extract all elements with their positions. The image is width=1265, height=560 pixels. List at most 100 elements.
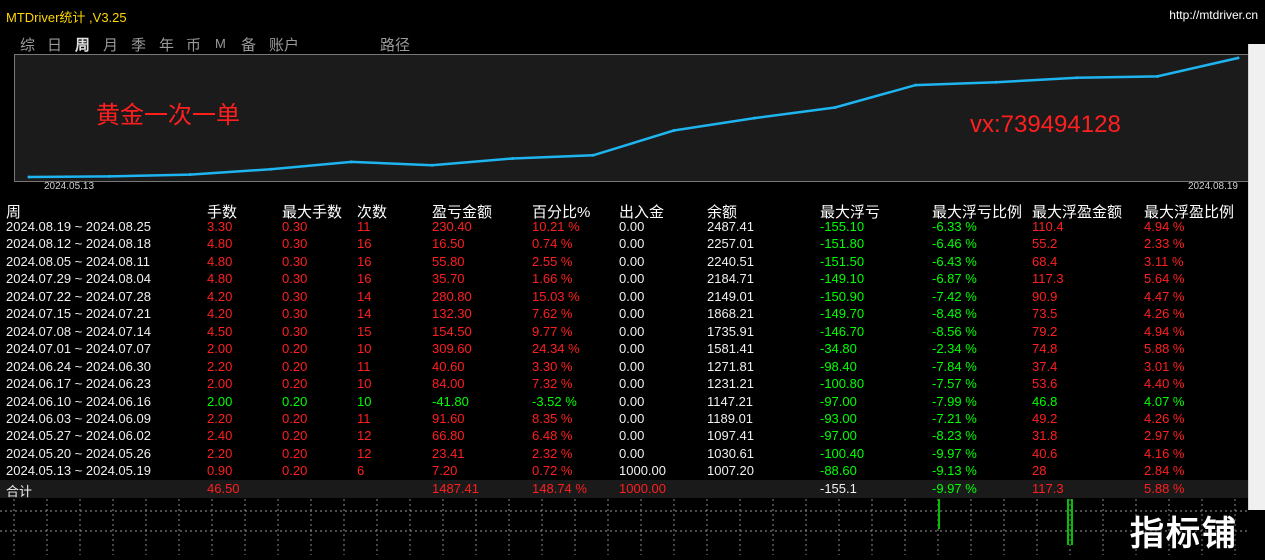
cell-io: 1000.00 <box>619 463 666 479</box>
cell-max-fp: 37.4 <box>1032 358 1058 374</box>
cell-max-lots: 0.20 <box>282 341 308 357</box>
cell-dd-pct: -8.56 % <box>932 323 977 339</box>
table-row[interactable]: 2024.07.08 ~ 2024.07.14 4.50 0.30 15 154.50 9… <box>0 323 1248 341</box>
cell-count: 15 <box>357 323 372 339</box>
cell-week: 2024.08.12 ~ 2024.08.18 <box>6 236 151 252</box>
cell-balance: 2149.01 <box>707 288 754 304</box>
chart-annotation-right: vx:739494128 <box>970 111 1121 138</box>
cell-max-lots: 0.30 <box>282 288 308 304</box>
table-row[interactable]: 2024.05.27 ~ 2024.06.02 2.40 0.20 12 66.80 6.… <box>0 427 1248 445</box>
cell-pl: -41.80 <box>432 393 469 409</box>
cell-count: 10 <box>357 393 372 409</box>
cell-max-lots: 0.20 <box>282 376 308 392</box>
table-row[interactable]: 2024.07.15 ~ 2024.07.21 4.20 0.30 14 132.30 7… <box>0 305 1248 323</box>
cell-max-lots: 0.30 <box>282 271 308 287</box>
cell-max-dd: -88.60 <box>820 463 857 479</box>
column-header[interactable]: 盈亏金额 <box>432 204 493 221</box>
cell-lots: 4.50 <box>207 323 233 339</box>
column-header[interactable]: 最大浮亏比例 <box>932 204 1023 221</box>
column-header[interactable]: 百分比% <box>532 204 591 221</box>
cell-lots: 4.80 <box>207 253 233 269</box>
cell-count: 11 <box>357 358 371 374</box>
column-header[interactable]: 出入金 <box>619 204 665 221</box>
cell-balance: 2184.71 <box>707 271 754 287</box>
cell-week: 2024.06.17 ~ 2024.06.23 <box>6 376 151 392</box>
table-row[interactable]: 2024.05.13 ~ 2024.05.19 0.90 0.20 6 7.20 0.72… <box>0 462 1248 480</box>
column-header[interactable]: 手数 <box>207 204 238 221</box>
table-row[interactable]: 2024.05.20 ~ 2024.05.26 2.20 0.20 12 23.41 2.… <box>0 445 1248 463</box>
cell-dd-pct: -7.57 % <box>932 376 977 392</box>
cell-balance: 1030.61 <box>707 445 754 461</box>
cell-fp-pct: 5.88 % <box>1144 341 1185 357</box>
column-header[interactable]: 周 <box>6 204 22 221</box>
column-header[interactable]: 次数 <box>357 204 388 221</box>
cell-max-lots: 0.30 <box>282 219 308 234</box>
table-row[interactable]: 2024.06.03 ~ 2024.06.09 2.20 0.20 11 91.60 8.… <box>0 410 1248 428</box>
tab-m[interactable]: M <box>215 36 226 51</box>
cell-pl: 35.70 <box>432 271 465 287</box>
tab-week[interactable]: 周 <box>75 37 91 54</box>
cell-max-fp: 79.2 <box>1032 323 1058 339</box>
tab-account[interactable]: 账户 <box>269 37 300 54</box>
balance-point <box>108 174 112 178</box>
tab-month[interactable]: 月 <box>103 37 119 54</box>
cell-week: 2024.05.20 ~ 2024.05.26 <box>6 445 151 461</box>
cell-fp-pct: 4.16 % <box>1144 445 1185 461</box>
column-header[interactable]: 最大浮盈金额 <box>1032 204 1123 221</box>
table-row[interactable]: 2024.07.01 ~ 2024.07.07 2.00 0.20 10 309.60 2… <box>0 340 1248 358</box>
table-row[interactable]: 2024.07.29 ~ 2024.08.04 4.80 0.30 16 35.70 1.… <box>0 270 1248 288</box>
table-row[interactable]: 2024.08.12 ~ 2024.08.18 4.80 0.30 16 16.50 0.… <box>0 235 1248 253</box>
cell-max-dd: -155.10 <box>820 219 865 234</box>
table-row[interactable]: 2024.06.10 ~ 2024.06.16 2.00 0.20 10 -41.80 -… <box>0 393 1248 411</box>
cell-io: 0.00 <box>619 219 645 234</box>
cell-max-fp: 31.8 <box>1032 428 1058 444</box>
tab-notes[interactable]: 备 <box>241 37 257 54</box>
table-row[interactable]: 2024.08.05 ~ 2024.08.11 4.80 0.30 16 55.80 2.… <box>0 253 1248 271</box>
cell-io: 0.00 <box>619 323 645 339</box>
cell-max-fp: 53.6 <box>1032 376 1058 392</box>
total-io: 1000.00 <box>619 481 666 496</box>
cell-max-dd: -149.10 <box>820 271 865 287</box>
cell-pl: 7.20 <box>432 463 458 479</box>
column-header[interactable]: 最大手数 <box>282 204 343 221</box>
column-header[interactable]: 余额 <box>707 204 738 221</box>
table-row[interactable]: 2024.06.24 ~ 2024.06.30 2.20 0.20 11 40.60 3.… <box>0 358 1248 376</box>
cell-max-fp: 110.4 <box>1032 219 1064 234</box>
table-row[interactable]: 2024.08.19 ~ 2024.08.25 3.30 0.30 11 230.40 1… <box>0 218 1248 236</box>
cell-io: 0.00 <box>619 410 645 426</box>
table-row[interactable]: 2024.07.22 ~ 2024.07.28 4.20 0.30 14 280.80 1… <box>0 288 1248 306</box>
cell-pct: 3.30 % <box>532 358 573 374</box>
cell-lots: 2.20 <box>207 410 233 426</box>
cell-lots: 3.30 <box>207 219 233 234</box>
total-max-dd: -155.1 <box>820 481 857 496</box>
website-link[interactable]: http://mtdriver.cn <box>1169 8 1258 22</box>
column-header[interactable]: 最大浮盈比例 <box>1144 204 1235 221</box>
tab-year[interactable]: 年 <box>159 37 175 54</box>
cell-dd-pct: -6.43 % <box>932 253 977 269</box>
tab-day[interactable]: 日 <box>47 37 63 54</box>
cell-dd-pct: -6.46 % <box>932 236 977 252</box>
cell-max-dd: -151.80 <box>820 236 865 252</box>
bottom-panel <box>0 499 1248 555</box>
table-row[interactable]: 2024.06.17 ~ 2024.06.23 2.00 0.20 10 84.00 7.… <box>0 375 1248 393</box>
tab-overview[interactable]: 综 <box>20 37 36 54</box>
column-header[interactable]: 最大浮亏 <box>820 204 881 221</box>
cell-io: 0.00 <box>619 376 645 392</box>
balance-point <box>430 163 434 167</box>
cell-count: 16 <box>357 253 372 269</box>
cell-count: 14 <box>357 306 372 322</box>
tab-currency[interactable]: 币 <box>186 37 202 54</box>
cell-max-lots: 0.20 <box>282 393 308 409</box>
cell-week: 2024.06.24 ~ 2024.06.30 <box>6 358 151 374</box>
cell-max-lots: 0.30 <box>282 306 308 322</box>
balance-chart: 黄金一次一单 vx:739494128 <box>14 54 1249 182</box>
vertical-scrollbar[interactable] <box>1248 44 1265 510</box>
balance-point <box>269 167 273 171</box>
cell-week: 2024.06.10 ~ 2024.06.16 <box>6 393 151 409</box>
cell-max-fp: 73.5 <box>1032 306 1058 322</box>
cell-pct: -3.52 % <box>532 393 577 409</box>
tab-path[interactable]: 路径 <box>380 37 411 54</box>
cell-pct: 10.21 % <box>532 219 580 234</box>
tab-quarter[interactable]: 季 <box>131 37 147 54</box>
chart-annotation-left: 黄金一次一单 <box>96 101 240 129</box>
